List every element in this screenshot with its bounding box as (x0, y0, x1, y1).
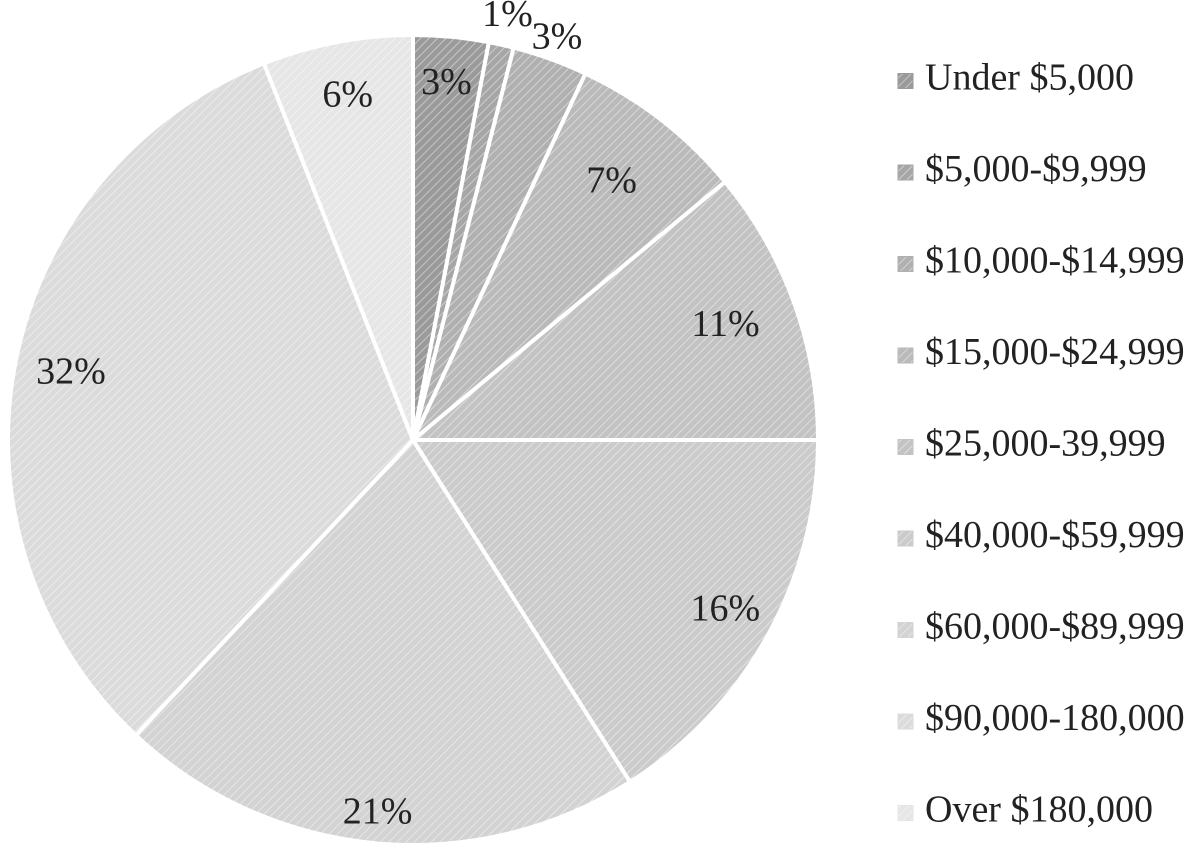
legend-swatch (897, 439, 914, 455)
legend-label: $15,000-$24,999 (925, 331, 1185, 373)
pie-slice-25-000-39-999 (411, 179, 820, 442)
legend-item-under-5-000: Under $5,000 (897, 57, 1134, 99)
legend-swatch (897, 530, 914, 547)
legend-swatch (897, 347, 914, 364)
legend-item-5-000-9-999: $5,000-$9,999 (897, 148, 1147, 190)
legend-item-10-000-14-999: $10,000-$14,999 (897, 240, 1185, 282)
legend-swatch (897, 73, 914, 89)
legend-label: $10,000-$14,999 (925, 240, 1185, 282)
legend-swatch (897, 713, 914, 730)
legend-label: Under $5,000 (925, 57, 1134, 99)
legend-item-90-000-180-000: $90,000-180,000 (897, 697, 1185, 739)
pie-slice-90-000-180-000 (6, 61, 415, 738)
legend-label: $5,000-$9,999 (925, 148, 1147, 190)
legend: Under $5,000 $5,000-$9,999 $10,000-$14,999… (897, 57, 1185, 831)
pie-slice-over-180-000 (261, 33, 415, 442)
legend-label: $40,000-$59,999 (925, 514, 1185, 556)
data-label-10-000-14-999: 3% (532, 16, 583, 58)
data-label-over-180-000: 6% (322, 74, 373, 116)
legend-swatch (897, 622, 914, 638)
legend-swatch (897, 164, 914, 181)
legend-item-40-000-59-999: $40,000-$59,999 (897, 514, 1185, 556)
legend-swatch (897, 256, 914, 272)
pie-slice-60-000-89-999 (133, 438, 633, 847)
pie-slice-15-000-24-999 (411, 71, 728, 442)
pie-data-labels: 3%1%3%7%11%16%21%32%6% (36, 0, 760, 833)
pie-slice-40-000-59-999 (411, 438, 820, 784)
legend-item-over-180-000: Over $180,000 (897, 789, 1153, 831)
data-label-5-000-9-999: 1% (482, 0, 533, 35)
legend-label: Over $180,000 (925, 789, 1153, 831)
data-label-25-000-39-999: 11% (691, 303, 759, 345)
pie-slices (6, 33, 820, 847)
legend-item-15-000-24-999: $15,000-$24,999 (897, 331, 1185, 373)
legend-label: $60,000-$89,999 (925, 606, 1185, 648)
data-label-60-000-89-999: 21% (343, 791, 413, 833)
legend-item-25-000-39-999: $25,000-39,999 (897, 423, 1166, 465)
legend-label: $25,000-39,999 (925, 423, 1166, 465)
legend-swatch (897, 805, 914, 821)
legend-label: $90,000-180,000 (925, 697, 1185, 739)
data-label-90-000-180-000: 32% (36, 350, 106, 392)
legend-item-60-000-89-999: $60,000-$89,999 (897, 606, 1185, 648)
data-label-40-000-59-999: 16% (690, 587, 760, 629)
data-label-under-5-000: 3% (421, 61, 472, 103)
data-label-15-000-24-999: 7% (586, 160, 637, 202)
